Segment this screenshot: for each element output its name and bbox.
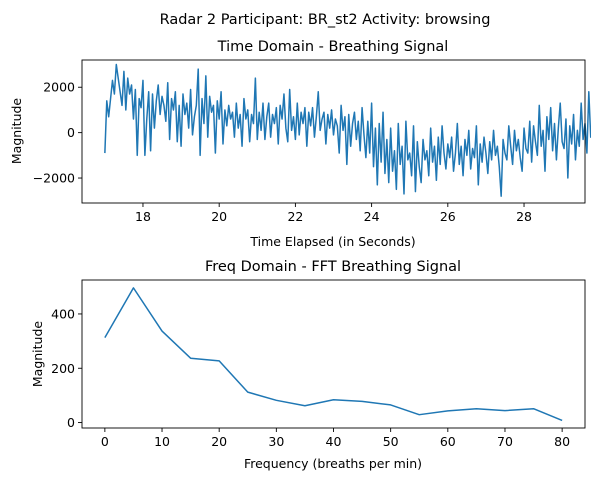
time-domain-title: Time Domain - Breathing Signal [217,39,449,55]
freq-domain-chart: Freq Domain - FFT Breathing Signal 0 10 20… [30,259,586,471]
figure-suptitle: Radar 2 Participant: BR_st2 Activity: br… [160,12,491,28]
time-domain-axes-frame [81,59,586,204]
x-tick-label: 18 [135,209,151,224]
x-tick-label: 60 [440,434,456,449]
freq-domain-xlabel: Frequency (breaths per min) [244,456,422,471]
y-tick-label: 2000 [43,80,75,95]
x-tick-label: 20 [211,434,227,449]
time-domain-xlabel: Time Elapsed (in Seconds) [249,234,415,249]
x-tick-label: 50 [383,434,399,449]
freq-domain-axes-frame [81,279,586,429]
x-tick-label: 28 [516,209,532,224]
series-line [104,63,591,197]
x-tick-label: 30 [268,434,284,449]
y-tick-label: 400 [51,306,75,321]
x-tick-label: 40 [326,434,342,449]
freq-domain-series [104,287,563,422]
x-tick-label: 80 [554,434,570,449]
x-tick-label: 24 [364,209,380,224]
y-tick-label: 0 [67,415,75,430]
series-line [104,287,563,422]
x-tick-label: 70 [497,434,513,449]
x-tick-label: 26 [440,209,456,224]
y-tick-label: −2000 [33,171,75,186]
x-tick-label: 0 [101,434,109,449]
x-tick-label: 20 [211,209,227,224]
freq-domain-ticks: 0 10 20 30 40 50 60 70 80 0 200 400 [51,306,570,449]
time-domain-chart: Time Domain - Breathing Signal 18 20 22 24 2… [9,39,591,249]
y-tick-label: 200 [51,361,75,376]
y-tick-label: 0 [67,125,75,140]
freq-domain-title: Freq Domain - FFT Breathing Signal [205,259,461,275]
time-domain-ticks: 18 20 22 24 26 28 −2000 0 2000 [33,80,532,224]
freq-domain-ylabel: Magnitude [30,321,45,388]
x-tick-label: 10 [154,434,170,449]
x-tick-label: 22 [287,209,303,224]
time-domain-ylabel: Magnitude [9,98,24,165]
time-domain-series [104,63,591,197]
